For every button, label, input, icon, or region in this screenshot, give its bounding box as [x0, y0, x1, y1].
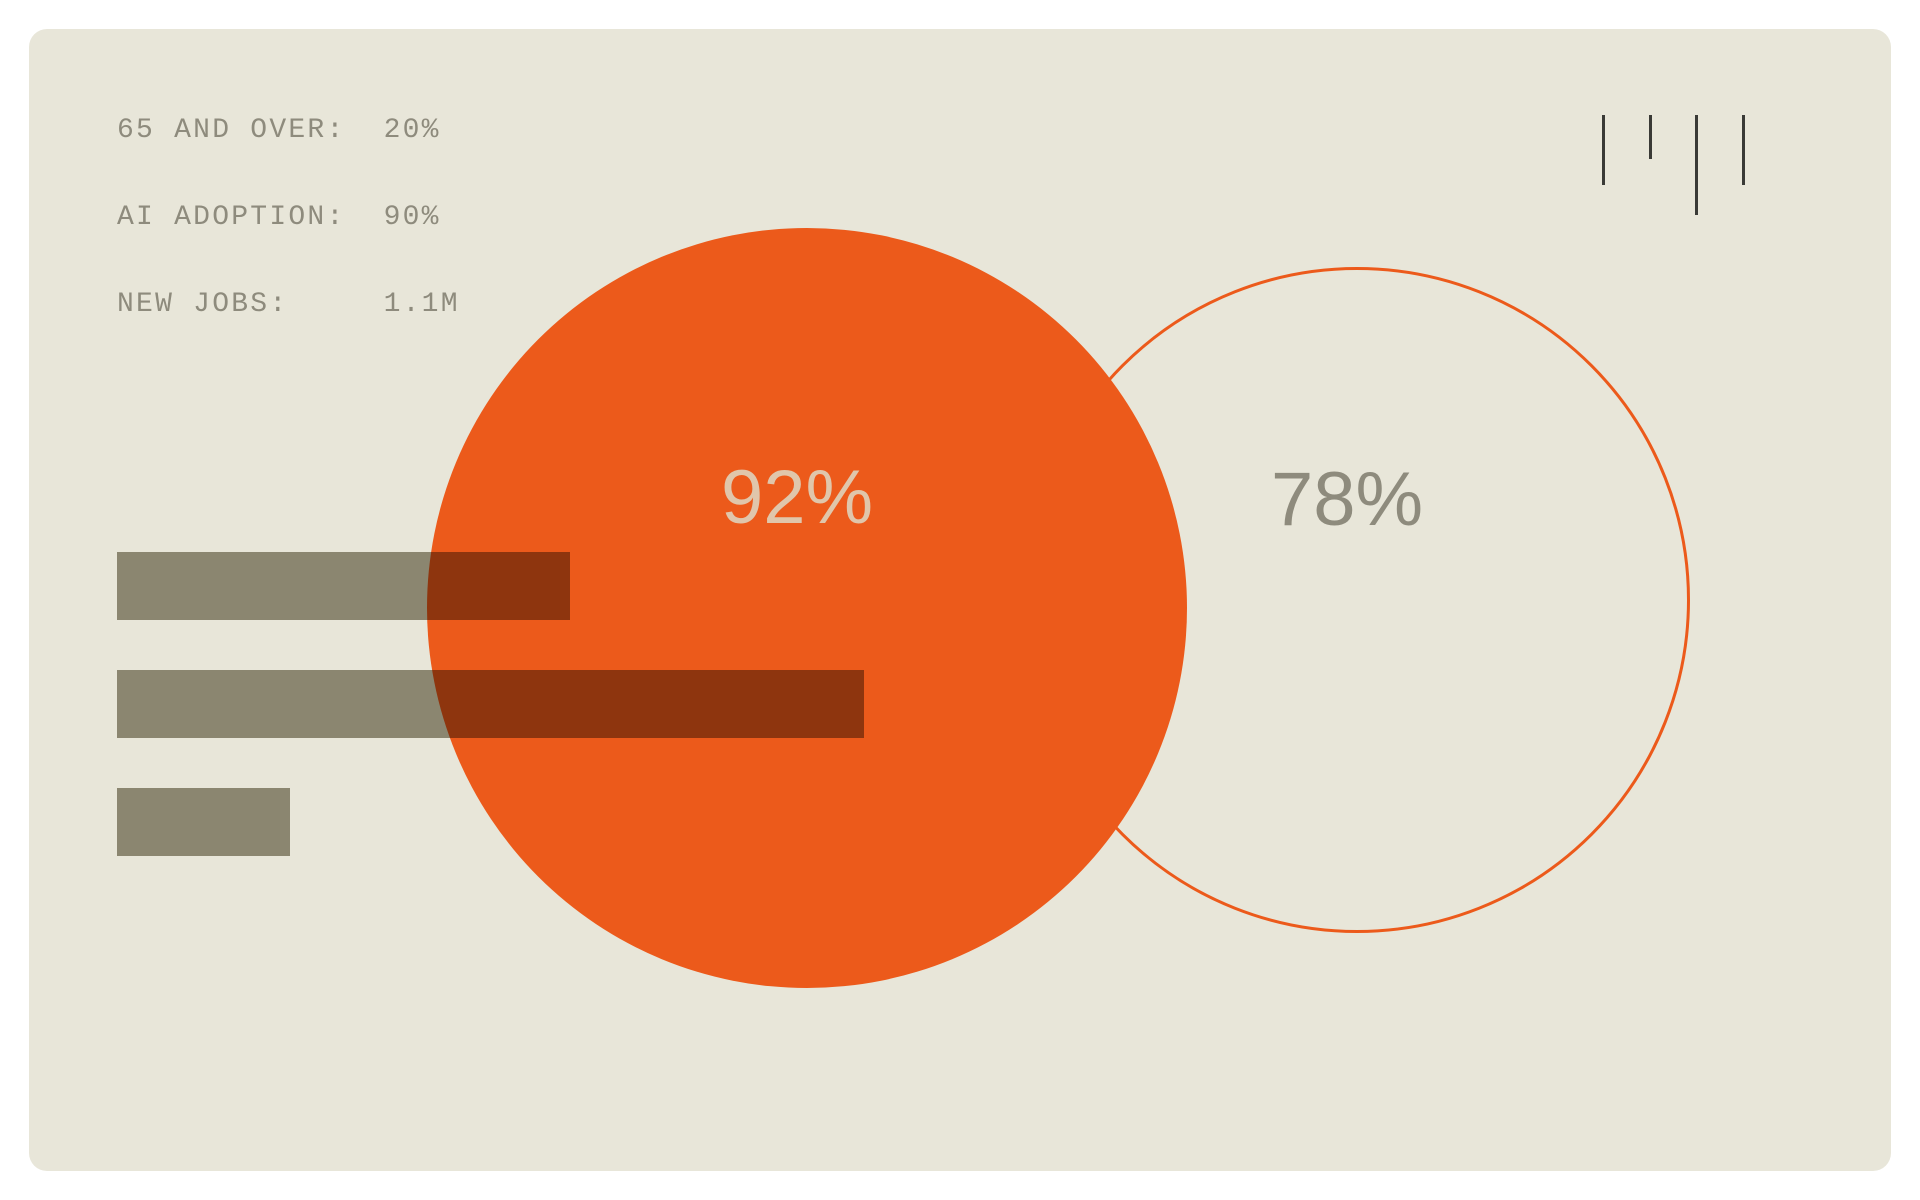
bar-2	[117, 788, 290, 856]
tick-0	[1602, 115, 1605, 185]
tick-1	[1649, 115, 1652, 159]
venn-outline-pct: 78%	[1197, 462, 1497, 538]
stat-line-2: NEW JOBS: 1.1M	[117, 289, 460, 320]
stat-line-0: 65 AND OVER: 20%	[117, 115, 441, 146]
venn-filled-pct: 92%	[647, 460, 947, 536]
tick-2	[1695, 115, 1698, 215]
bar-0	[117, 552, 570, 620]
tick-3	[1742, 115, 1745, 185]
bar-1	[117, 670, 864, 738]
stat-line-1: AI ADOPTION: 90%	[117, 202, 441, 233]
